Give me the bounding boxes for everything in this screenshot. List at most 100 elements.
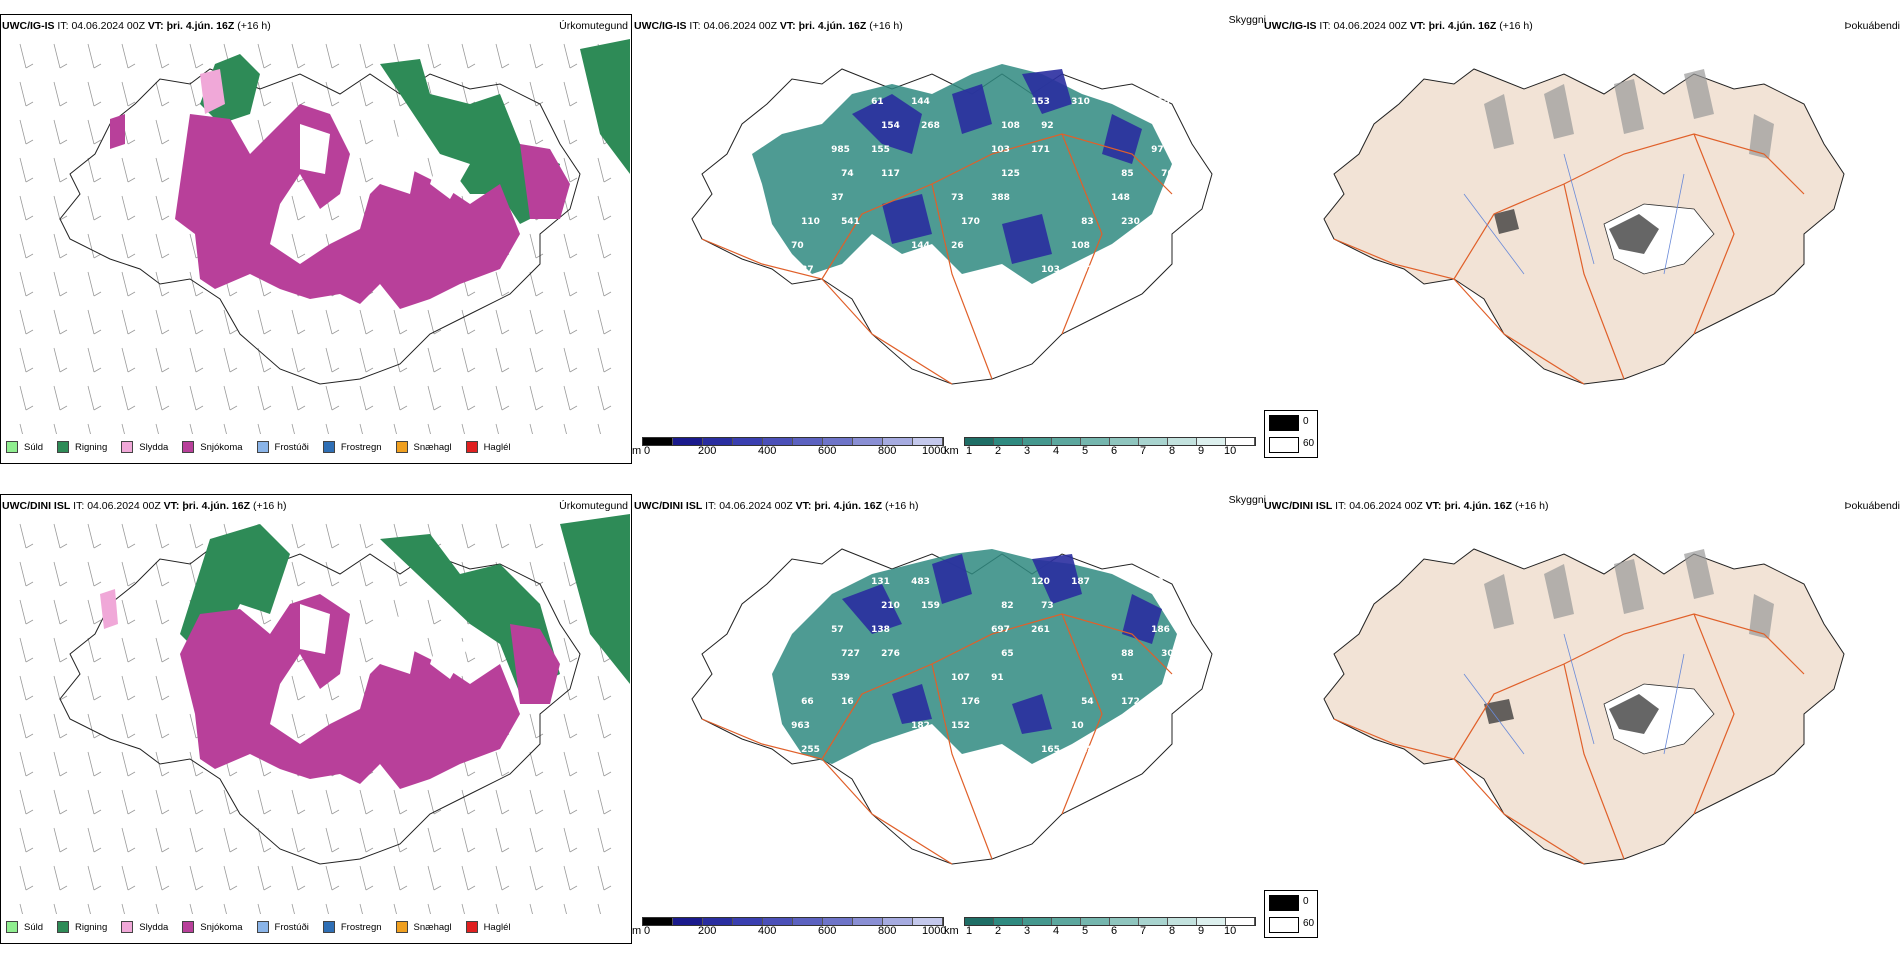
ceiling-value-label: 26 xyxy=(951,241,964,251)
ceiling-value-label: 108 xyxy=(1001,121,1020,131)
fog-key-swatch xyxy=(1269,415,1299,431)
wind-barb xyxy=(359,43,367,69)
wind-barb xyxy=(325,827,333,853)
wind-barb xyxy=(19,903,23,914)
wind-barb xyxy=(495,523,503,549)
wind-barb xyxy=(427,385,435,411)
wind-barb-tick xyxy=(161,367,170,373)
ceiling-value-label: 276 xyxy=(881,649,900,659)
wind-barb xyxy=(461,903,465,914)
wind-barb-tick xyxy=(535,139,544,145)
wind-barb-tick xyxy=(569,139,578,145)
wind-barb xyxy=(291,385,299,411)
wind-barb xyxy=(529,309,537,335)
wind-barb-tick xyxy=(25,177,34,183)
ceiling-labels: 33 187 159 196 261 276 30 91 16 172 152 255 282 483 83… xyxy=(791,577,1220,755)
wind-barb-tick xyxy=(331,885,340,891)
wind-barb-tick xyxy=(195,847,204,853)
wind-barb xyxy=(597,827,605,853)
wind-barb-tick xyxy=(59,177,68,183)
ceiling-value-label: 334 xyxy=(1161,121,1180,131)
wind-barb xyxy=(121,865,129,891)
wind-barb xyxy=(325,423,329,434)
wind-barb-tick xyxy=(25,543,34,549)
wind-barb-tick xyxy=(25,329,34,335)
wind-barb-tick xyxy=(467,809,476,815)
wind-barb xyxy=(291,423,295,434)
wind-barb-tick xyxy=(467,543,476,549)
ceiling-value-label: 63 xyxy=(1201,265,1214,275)
wind-barb xyxy=(563,637,571,663)
wind-barb xyxy=(257,423,261,434)
wind-barb xyxy=(393,309,401,335)
wind-barb xyxy=(359,119,367,145)
wind-barb xyxy=(87,599,95,625)
ceiling-value-label: 196 xyxy=(1201,601,1220,611)
wind-barb xyxy=(19,119,27,145)
ceiling-value-label: 153 xyxy=(1031,97,1050,107)
wind-barb xyxy=(155,523,163,549)
wind-barb xyxy=(529,43,537,69)
wind-barb xyxy=(427,43,435,69)
wind-barb-tick xyxy=(161,63,170,69)
wind-barb-tick xyxy=(467,291,476,297)
wind-barb-tick xyxy=(161,809,170,815)
wind-barb xyxy=(393,347,401,373)
wind-barb-tick xyxy=(603,733,612,739)
wind-barb xyxy=(563,827,571,853)
wind-barb-tick xyxy=(297,809,306,815)
wind-barb-tick xyxy=(195,771,204,777)
wind-barb xyxy=(291,789,299,815)
ceiling-value-label: 10 xyxy=(1071,721,1084,731)
panel-header: UWC/IG-IS IT: 04.06.2024 00Z VT: þri. 4.… xyxy=(634,20,903,32)
wind-barb-tick xyxy=(195,367,204,373)
wind-barb xyxy=(87,423,91,434)
wind-barb-tick xyxy=(297,581,306,587)
wind-barb-tick xyxy=(127,885,136,891)
fog-indicator-panel: UWC/IG-IS IT: 04.06.2024 00Z VT: þri. 4.… xyxy=(1264,0,1900,475)
ceiling-value-label: 120 xyxy=(1031,577,1050,587)
wind-barb-tick xyxy=(59,63,68,69)
wind-barb-tick xyxy=(603,215,612,221)
wind-barb-tick xyxy=(433,885,442,891)
wind-barb-tick xyxy=(93,771,102,777)
legend-item-sleet: Slydda xyxy=(121,441,168,453)
wind-barb xyxy=(155,347,163,373)
wind-barb xyxy=(155,789,163,815)
wind-barb-tick xyxy=(331,581,340,587)
ceiling-value-label: 541 xyxy=(841,217,860,227)
wind-barb-tick xyxy=(127,329,136,335)
wind-barb xyxy=(155,713,163,739)
wind-barb-tick xyxy=(263,405,272,411)
wind-barb xyxy=(461,865,469,891)
wind-barb xyxy=(87,789,95,815)
wind-barb-tick xyxy=(263,367,272,373)
precip-type-panel: UWC/DINI ISL IT: 04.06.2024 00Z VT: þri.… xyxy=(0,480,632,955)
wind-barb-tick xyxy=(603,253,612,259)
fog-key-label: 60 xyxy=(1303,438,1315,449)
ceiling-value-label: 125 xyxy=(1001,169,1020,179)
wind-barb-tick xyxy=(501,329,510,335)
wind-barb-tick xyxy=(161,177,170,183)
vt-label: VT: xyxy=(147,20,164,32)
wind-barb-tick xyxy=(331,847,340,853)
wind-barb-tick xyxy=(59,215,68,221)
wind-barb-tick xyxy=(59,543,68,549)
rivers xyxy=(1463,633,1685,755)
ceiling-value-label: 165 xyxy=(1041,745,1060,755)
wind-barb xyxy=(325,385,333,411)
snow-holes xyxy=(300,604,470,679)
wind-barb xyxy=(19,195,27,221)
wind-barb xyxy=(325,309,333,335)
wind-barb xyxy=(529,233,537,259)
wind-barb xyxy=(121,523,129,549)
wind-barb-tick xyxy=(331,405,340,411)
wind-barb-tick xyxy=(25,885,34,891)
wind-barb xyxy=(155,637,163,663)
ceiling-colorbar: m 0 200 400 600 800 1000 xyxy=(632,437,952,457)
iceland-outline xyxy=(59,68,581,385)
iceland-outline xyxy=(59,548,581,865)
wind-barb-tick xyxy=(569,771,578,777)
ceiling-value-label: 255 xyxy=(801,745,820,755)
wind-barb-tick xyxy=(93,885,102,891)
